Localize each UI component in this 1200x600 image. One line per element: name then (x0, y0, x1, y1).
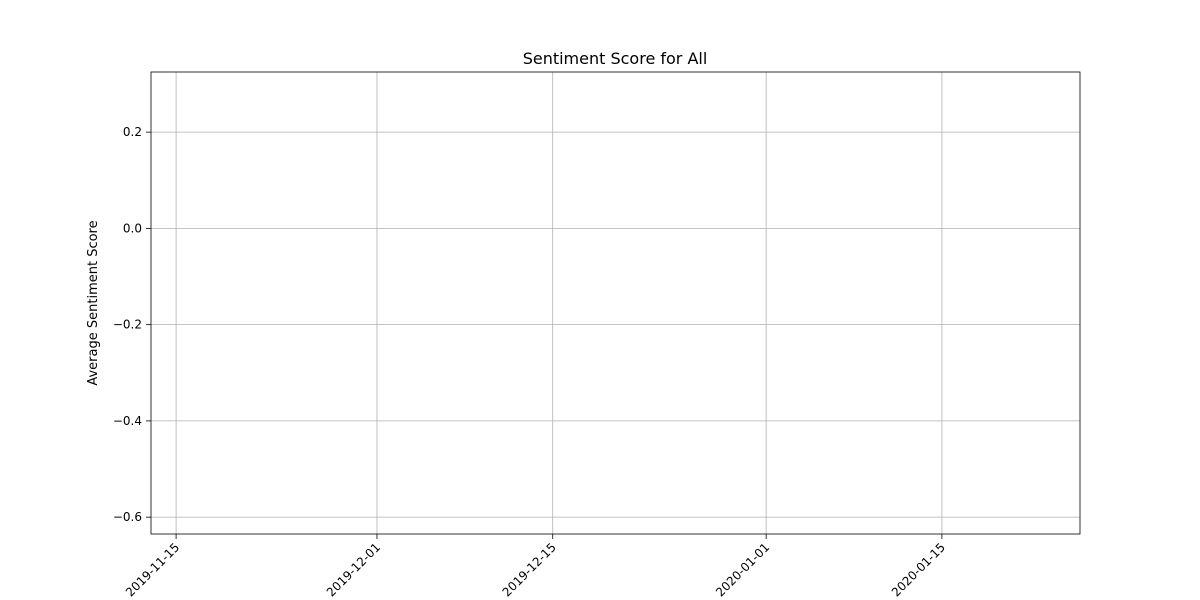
y-tick-label: −0.6 (113, 510, 142, 524)
y-tick-label: 0.0 (123, 221, 142, 235)
y-tick-label: −0.2 (113, 318, 142, 332)
axis-ticks: 2019-11-15 2019-12-01 2019-12-15 2020-01-01… (113, 125, 948, 599)
x-tick-label: 2019-12-15 (500, 540, 559, 599)
x-tick-label: 2019-12-01 (324, 540, 383, 599)
plot-area (150, 71, 1081, 535)
x-tick-label: 2020-01-15 (889, 540, 948, 599)
x-tick-label: 2019-11-15 (123, 540, 182, 599)
y-axis-label: Average Sentiment Score (86, 220, 101, 385)
chart-title: Sentiment Score for All (523, 49, 708, 68)
y-tick-label: 0.2 (123, 125, 142, 139)
y-tick-label: −0.4 (113, 414, 142, 428)
x-tick-label: 2020-01-01 (713, 540, 772, 599)
grid-lines (151, 72, 1080, 534)
